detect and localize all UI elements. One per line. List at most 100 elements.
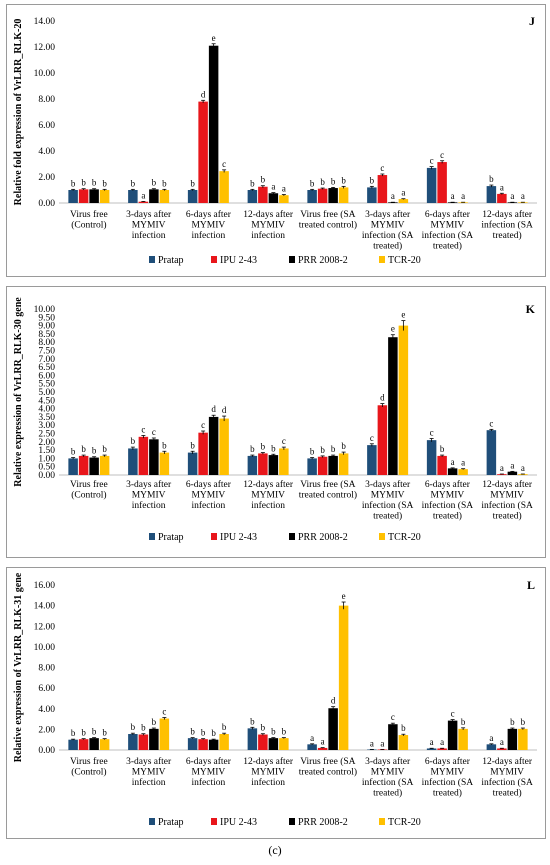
bar [437, 455, 447, 475]
significance-letter: a [141, 190, 145, 200]
bar [187, 738, 198, 750]
y-tick-label: 0.00 [38, 746, 55, 756]
y-tick-label: 6.50 [38, 363, 55, 373]
bar [398, 199, 409, 203]
category-label: 3-days after [126, 209, 172, 220]
category-label: 12-days after [482, 479, 533, 490]
legend-swatch [289, 818, 295, 825]
significance-letter: b [461, 717, 466, 727]
y-tick-label: 8.50 [38, 330, 55, 340]
y-tick-label: 4.50 [38, 396, 55, 406]
category-label: 12-days after [482, 756, 533, 767]
y-tick-label: 0.00 [38, 471, 55, 481]
bar [437, 748, 447, 750]
significance-letter: b [320, 177, 325, 187]
bar [268, 738, 279, 750]
category-label: (Control) [71, 490, 106, 501]
legend-swatch [289, 533, 295, 540]
bar [68, 458, 78, 475]
bar [388, 337, 398, 475]
significance-letter: b [102, 728, 107, 738]
significance-letter: c [282, 436, 286, 446]
legend-label: TCR-20 [388, 255, 421, 266]
legend-swatch [211, 256, 217, 263]
category-label: 6-days after [425, 756, 471, 767]
significance-letter: b [310, 178, 315, 188]
significance-letter: d [201, 89, 206, 99]
significance-letter: a [430, 737, 434, 747]
significance-letter: b [331, 444, 336, 454]
significance-letter: b [92, 446, 97, 456]
category-label: Virus free [70, 479, 108, 490]
legend-swatch [379, 533, 385, 540]
significance-letter: a [510, 191, 514, 201]
bar [328, 188, 338, 203]
bar [507, 728, 518, 750]
y-tick-label: 6.00 [38, 121, 55, 131]
bar [198, 739, 208, 750]
chart-panel-k: 0.00 0.50 1.00 1.50 2.00 2.50 3.00 3.50 4.00 4.50… [6, 286, 546, 558]
significance-letter: b [261, 175, 266, 185]
category-label: MYMIV [251, 491, 285, 501]
significance-letter: b [331, 176, 336, 186]
bar [426, 748, 437, 750]
category-label: (Control) [71, 220, 106, 231]
bar [507, 471, 518, 475]
category-label: treated) [433, 511, 462, 522]
category-label: MYMIV [430, 491, 464, 501]
bar [208, 45, 219, 204]
bar [458, 202, 468, 203]
bar [388, 724, 398, 750]
category-label: MYMIV [490, 768, 524, 778]
significance-letter: c [201, 420, 205, 430]
significance-letter: b [370, 175, 375, 185]
y-tick-label: 7.50 [38, 347, 55, 357]
category-label: 12-days after [243, 756, 294, 767]
legend-label: TCR-20 [388, 532, 421, 543]
significance-letter: b [162, 440, 167, 450]
significance-letter: a [500, 182, 504, 192]
y-tick-label: 4.00 [38, 147, 55, 157]
y-tick-label: 8.00 [38, 95, 55, 105]
significance-letter: b [250, 178, 255, 188]
panel-letter: L [527, 578, 535, 592]
category-label: infection (SA [481, 220, 533, 231]
significance-letter: a [461, 191, 465, 201]
significance-letter: b [282, 727, 287, 737]
category-label: treated) [433, 241, 462, 252]
bar [68, 190, 78, 203]
panel-letter: K [526, 302, 536, 316]
significance-letter: e [391, 324, 395, 334]
bar [268, 455, 279, 475]
category-label: infection [191, 777, 225, 788]
y-tick-label: 2.00 [38, 438, 55, 448]
y-tick-label: 8.00 [38, 338, 55, 348]
bar [208, 416, 219, 475]
y-tick-label: 8.00 [38, 664, 55, 674]
y-tick-label: 5.50 [38, 380, 55, 390]
significance-letter: b [190, 727, 195, 737]
legend-swatch [149, 818, 155, 825]
chart-l-svg: 0.00 2.00 4.00 6.00 8.00 10.00 12.00 14.00 16.00… [13, 572, 537, 828]
significance-letter: a [271, 182, 275, 192]
y-tick-label: 0.00 [38, 199, 55, 209]
bar [149, 728, 159, 750]
legend-label: Pratap [158, 817, 184, 828]
bar [198, 432, 208, 475]
significance-letter: b [261, 442, 266, 452]
significance-letter: c [391, 712, 395, 722]
significance-letter: a [521, 191, 525, 201]
bar [486, 186, 497, 203]
significance-letter: c [370, 433, 374, 443]
bar [458, 728, 468, 750]
category-label: infection [251, 500, 285, 511]
bar [78, 189, 89, 203]
y-tick-label: 3.00 [38, 421, 55, 431]
y-tick-label: 2.50 [38, 430, 55, 440]
chart-panel-j: 0.00 2.00 4.00 6.00 8.00 10.00 12.00 14.00 Relat… [6, 4, 546, 277]
bar [328, 708, 338, 750]
legend-swatch [211, 533, 217, 540]
significance-letter: b [341, 441, 346, 451]
significance-letter: b [310, 447, 315, 457]
y-tick-label: 10.00 [34, 643, 56, 653]
